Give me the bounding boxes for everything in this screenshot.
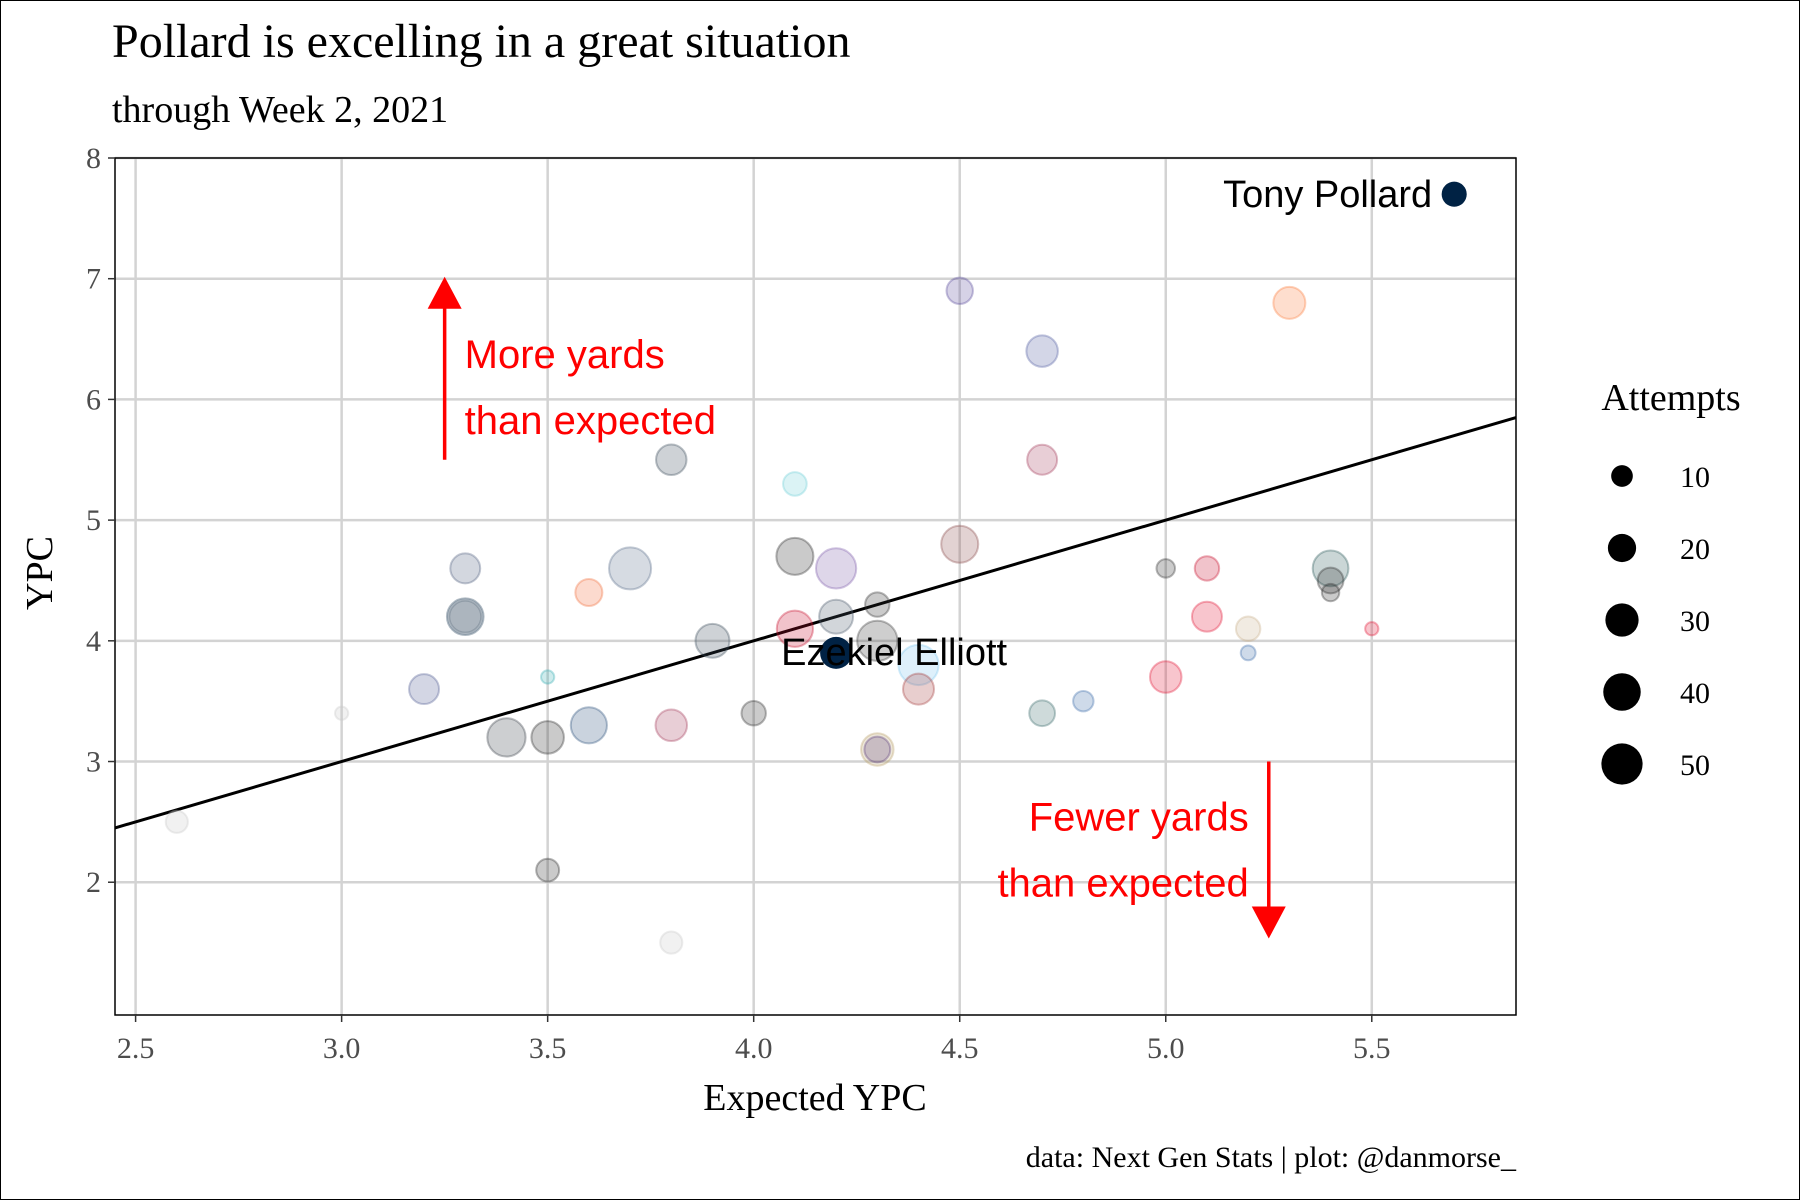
y-tick-label: 4 <box>86 625 101 658</box>
player-point <box>1193 555 1221 582</box>
player-point <box>818 598 855 635</box>
legend-size-label: 10 <box>1680 461 1710 494</box>
y-tick-label: 3 <box>86 746 101 779</box>
x-tick-label: 4.0 <box>735 1032 773 1065</box>
chart-title: Pollard is excelling in a great situatio… <box>112 15 851 68</box>
y-axis-label: YPC <box>19 536 61 610</box>
legend-size-label: 40 <box>1680 677 1710 710</box>
player-point <box>902 672 936 706</box>
player-point <box>654 708 689 743</box>
point-labels: Tony Pollard Ezekiel Elliott <box>781 174 1432 674</box>
player-name-label: Tony Pollard <box>1223 174 1432 216</box>
player-point <box>1311 549 1350 588</box>
player-point <box>863 735 892 764</box>
player-point <box>897 643 940 687</box>
player-point <box>530 720 565 755</box>
legend-size-key <box>1605 603 1639 637</box>
attempts-legend: Attempts 10 20 30 40 50 <box>1601 377 1741 785</box>
y-tick-label: 8 <box>86 142 101 175</box>
highlight-point <box>820 636 853 669</box>
player-point <box>448 599 483 634</box>
player-point <box>569 706 608 745</box>
player-point <box>940 524 980 564</box>
player-point <box>782 471 808 497</box>
player-point <box>1272 285 1307 320</box>
player-point <box>694 622 731 659</box>
player-point <box>445 597 485 636</box>
x-tick-label: 4.5 <box>941 1032 979 1065</box>
player-point <box>1239 644 1257 662</box>
player-name-label: Ezekiel Elliott <box>781 632 1007 674</box>
player-point <box>1072 689 1095 713</box>
player-point <box>1025 334 1059 368</box>
player-point <box>1190 600 1223 633</box>
x-tick-label: 3.0 <box>323 1032 361 1065</box>
player-point <box>535 857 561 883</box>
player-point <box>334 705 350 721</box>
more-yards-label: than expected <box>465 399 716 443</box>
y-tick-label: 2 <box>86 866 101 899</box>
legend-title: Attempts <box>1601 377 1740 419</box>
more-yards-label: More yards <box>465 333 665 377</box>
player-point <box>408 673 441 706</box>
player-point <box>659 930 684 955</box>
legend-size-label: 50 <box>1680 749 1710 782</box>
y-tick-label: 5 <box>86 504 101 537</box>
player-point <box>856 619 899 662</box>
x-tick-label: 5.0 <box>1147 1032 1185 1065</box>
player-point <box>1364 621 1380 637</box>
player-point <box>655 443 688 476</box>
grid-lines <box>115 156 1516 1015</box>
y-tick-label: 6 <box>86 383 101 416</box>
fewer-yards-label: than expected <box>997 861 1248 905</box>
player-point <box>814 547 858 590</box>
highlight-point <box>1441 181 1467 207</box>
player-point <box>775 536 815 576</box>
expected-ypc-line <box>114 416 1517 830</box>
x-tick-label: 5.5 <box>1353 1032 1391 1065</box>
player-point <box>775 609 814 648</box>
x-tick-label: 3.5 <box>529 1032 567 1065</box>
plot-panel <box>114 157 1517 1016</box>
y-tick-label: 7 <box>86 263 101 296</box>
down-arrow-head <box>1251 906 1286 939</box>
legend-size-label: 20 <box>1680 533 1710 566</box>
player-point <box>540 669 556 685</box>
legend-size-key <box>1607 533 1637 563</box>
player-point <box>1155 558 1176 579</box>
chart-subtitle: through Week 2, 2021 <box>112 89 448 131</box>
annotations: More yards than expected Fewer yards than e… <box>427 276 1286 939</box>
chart-caption: data: Next Gen Stats | plot: @danmorse_ <box>1026 1141 1517 1174</box>
player-point <box>1026 443 1059 476</box>
player-point <box>1149 660 1183 694</box>
fewer-yards-label: Fewer yards <box>1029 795 1249 839</box>
x-tick-label: 2.5 <box>117 1032 155 1065</box>
player-point <box>945 276 974 305</box>
legend-size-key <box>1603 673 1641 711</box>
player-point <box>164 809 189 834</box>
legend-size-key <box>1611 465 1633 487</box>
player-point <box>1316 566 1345 595</box>
player-point <box>486 717 527 758</box>
up-arrow-head <box>427 276 462 309</box>
player-point <box>608 546 653 591</box>
reference-line <box>114 416 1517 830</box>
legend-size-label: 30 <box>1680 605 1710 638</box>
player-point <box>1320 582 1341 603</box>
x-axis-label: Expected YPC <box>703 1077 926 1119</box>
legend-size-key <box>1601 743 1643 785</box>
player-point <box>1234 615 1262 642</box>
player-point <box>574 578 604 608</box>
player-point <box>1028 699 1057 728</box>
player-point <box>864 591 891 618</box>
player-point <box>449 552 482 585</box>
data-points <box>164 181 1467 955</box>
player-point <box>740 700 767 727</box>
player-point <box>860 732 895 767</box>
axes: 2.5 3.0 3.5 4.0 4.5 5.0 5.5 2 3 4 5 6 7 8 <box>86 142 1391 1065</box>
